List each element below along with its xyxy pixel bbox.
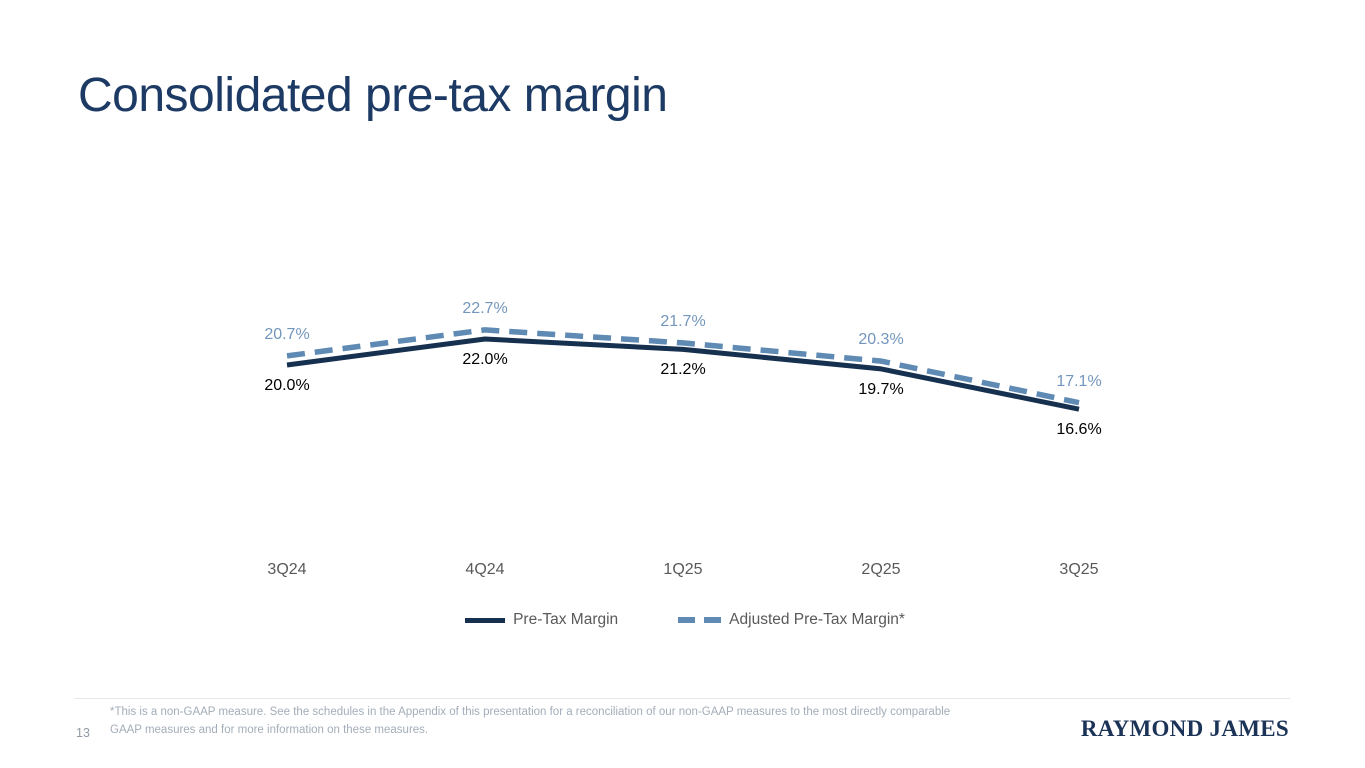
data-label-adjusted: 21.7% bbox=[660, 312, 706, 330]
legend-label-pretax: Pre-Tax Margin bbox=[513, 611, 619, 628]
page-title: Consolidated pre-tax margin bbox=[78, 69, 668, 122]
footer-divider bbox=[75, 698, 1290, 699]
data-label-adjusted: 20.3% bbox=[858, 331, 904, 349]
dash-segment bbox=[678, 617, 696, 623]
solid-line-swatch-icon bbox=[465, 617, 506, 623]
data-label-pretax: 22.0% bbox=[462, 351, 508, 368]
page-number: 13 bbox=[76, 726, 90, 740]
pretax-line bbox=[286, 336, 1080, 412]
x-axis-label: 4Q24 bbox=[465, 561, 505, 578]
data-label-pretax: 21.2% bbox=[660, 361, 706, 379]
dash-segment bbox=[704, 617, 722, 623]
x-axis-label: 3Q24 bbox=[267, 561, 307, 578]
footnote-text: *This is a non-GAAP measure. See the sch… bbox=[110, 706, 951, 736]
raymond-james-logo: RAYMOND JAMES bbox=[1080, 716, 1289, 741]
data-label-pretax: 20.0% bbox=[264, 377, 310, 394]
data-label-pretax: 16.6% bbox=[1056, 421, 1102, 439]
chart-legend: Pre-Tax Margin Adjusted Pre-Tax Margin* bbox=[230, 608, 1140, 632]
chart-plot-area bbox=[286, 327, 1080, 412]
data-label-adjusted: 22.7% bbox=[462, 299, 508, 317]
x-axis-label: 2Q25 bbox=[861, 561, 901, 578]
dashed-line-swatch-icon bbox=[678, 617, 722, 623]
legend-label-adjusted: Adjusted Pre-Tax Margin* bbox=[729, 611, 905, 628]
adjusted-pretax-line bbox=[286, 327, 1080, 406]
x-axis-label: 3Q25 bbox=[1059, 561, 1099, 578]
x-axis-label: 1Q25 bbox=[663, 561, 703, 578]
data-label-pretax: 19.7% bbox=[858, 380, 904, 398]
data-label-adjusted: 20.7% bbox=[264, 325, 310, 343]
legend-item-pretax: Pre-Tax Margin bbox=[465, 611, 618, 629]
data-label-adjusted: 17.1% bbox=[1056, 372, 1102, 390]
pretax-margin-line-chart: 20.0% 22.0% 21.2% 19.7% 16.6% 20.7% 22.7% 21.7%… bbox=[230, 280, 1140, 640]
legend-item-adjusted: Adjusted Pre-Tax Margin* bbox=[678, 611, 905, 629]
